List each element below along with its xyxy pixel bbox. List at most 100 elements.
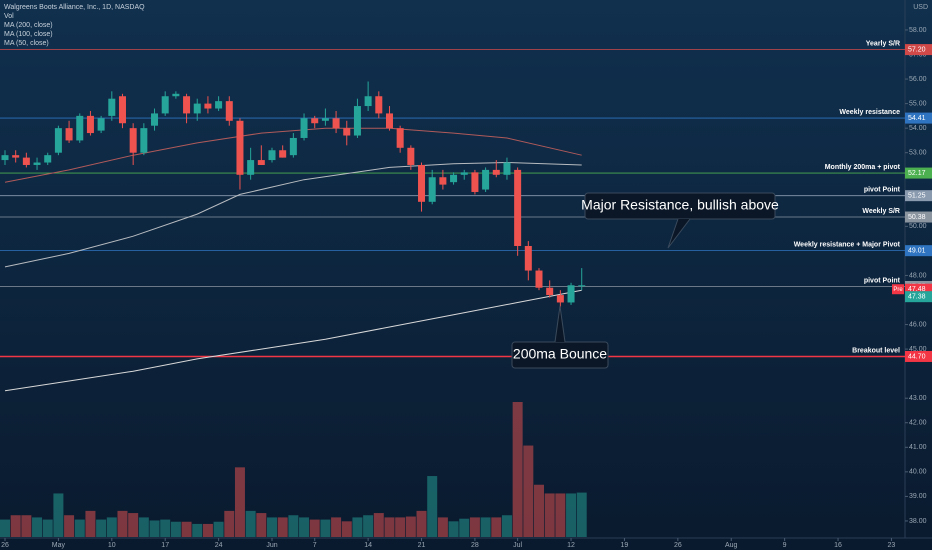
volume-bar <box>213 521 224 537</box>
volume-bar <box>459 518 470 537</box>
volume-bar <box>501 515 512 537</box>
y-tick-label: 40.00 <box>909 469 927 476</box>
y-tick-label: 48.00 <box>909 272 927 279</box>
x-tick-label: Jun <box>266 542 277 549</box>
candle-body <box>546 287 554 296</box>
y-tick-label: 54.00 <box>909 125 927 132</box>
x-tick-label: 19 <box>621 542 629 549</box>
candle-body <box>321 118 329 121</box>
y-tick-label: 46.00 <box>909 321 927 328</box>
candle-body <box>332 118 340 129</box>
candle-body <box>311 118 319 124</box>
y-tick-label: 39.00 <box>909 493 927 500</box>
level-label: pivot Point <box>864 277 901 284</box>
candle-body <box>428 177 436 202</box>
level-label: Monthly 200ma + pivot <box>825 164 901 171</box>
volume-bar <box>384 517 395 537</box>
callout: Major Resistance, bullish above <box>581 192 779 249</box>
volume-bar <box>170 521 181 537</box>
volume-bar <box>267 517 277 537</box>
price-box-label: 47.48 <box>908 286 926 293</box>
pre-tag <box>892 284 904 295</box>
candle-body <box>108 98 116 116</box>
volume-bar <box>523 445 534 537</box>
volume-bar <box>192 523 203 537</box>
y-tick-label: 56.00 <box>909 76 927 83</box>
ma-line <box>4 127 582 183</box>
price-box-label: 54.41 <box>908 115 926 122</box>
x-tick-label: 26 <box>674 542 682 549</box>
volume-bar <box>309 519 320 537</box>
callout: 200ma Bounce <box>511 305 609 369</box>
candle-body <box>76 115 84 141</box>
price-box-label: 52.17 <box>908 170 926 177</box>
price-box <box>905 291 932 303</box>
price-box <box>905 283 932 295</box>
volume-bar <box>245 510 256 537</box>
y-tick-label: 53.00 <box>909 150 927 157</box>
volume-bar <box>288 515 299 537</box>
candle-body <box>172 93 180 97</box>
volume-bar <box>534 484 544 537</box>
candle-body <box>343 128 351 136</box>
volume-bar <box>32 517 43 537</box>
chart-title: Walgreens Boots Alliance, Inc., 1D, NASD… <box>4 4 145 11</box>
volume-bar <box>512 402 523 537</box>
y-tick-label: 55.00 <box>909 100 927 107</box>
volume-bar <box>10 515 21 537</box>
candle-body <box>450 174 458 183</box>
volume-bar <box>256 513 267 537</box>
y-tick-label: 45.00 <box>909 346 927 353</box>
volume-bar <box>544 493 555 537</box>
candle-body <box>33 162 41 165</box>
callout-pointer <box>667 218 691 249</box>
pre-tag-label: Pre <box>893 287 903 293</box>
candle-body <box>1 155 9 161</box>
x-tick-label: 21 <box>418 542 426 549</box>
price-box-label: 47.38 <box>908 294 926 301</box>
candle-body <box>578 285 586 287</box>
volume-bar <box>576 492 587 537</box>
volume-bar <box>277 517 288 537</box>
price-box <box>905 350 932 362</box>
level-label: Weekly S/R <box>862 208 900 215</box>
candle-body <box>22 157 30 165</box>
volume-bar <box>106 517 117 537</box>
candle-body <box>471 172 479 192</box>
annotation: 200ma Bounce <box>513 346 607 362</box>
level-label: Weekly resistance <box>839 109 900 116</box>
candle-body <box>364 96 372 107</box>
volume-bar <box>469 517 480 537</box>
candle-body <box>12 155 20 158</box>
x-tick-label: Jul <box>513 542 522 549</box>
x-tick-label: 10 <box>108 542 116 549</box>
volume-bar <box>64 515 75 537</box>
level-label: pivot Point <box>864 187 901 194</box>
volume-bar <box>42 519 53 537</box>
x-tick-label: 26 <box>1 542 9 549</box>
volume-bar <box>416 510 427 537</box>
candle-body <box>236 120 244 175</box>
candle-body <box>161 96 169 114</box>
candle-body <box>193 103 201 114</box>
volume-bar <box>202 523 213 537</box>
price-box <box>905 167 932 179</box>
candle-body <box>129 128 137 153</box>
volume-bar <box>341 521 352 537</box>
currency: USD <box>913 4 928 11</box>
ma-legend: MA (50, close) <box>4 40 49 47</box>
volume-bar <box>149 520 160 537</box>
volume-bar <box>405 516 416 537</box>
candle-body <box>54 128 62 153</box>
volume-bar <box>373 513 384 537</box>
volume-bar <box>437 517 448 537</box>
candle-body <box>375 96 383 114</box>
candle-body <box>151 113 159 126</box>
price-box <box>905 245 932 257</box>
volume-bar <box>138 517 149 537</box>
x-tick-label: 9 <box>783 542 787 549</box>
volume-bar <box>85 510 96 537</box>
candle-body <box>268 150 276 161</box>
